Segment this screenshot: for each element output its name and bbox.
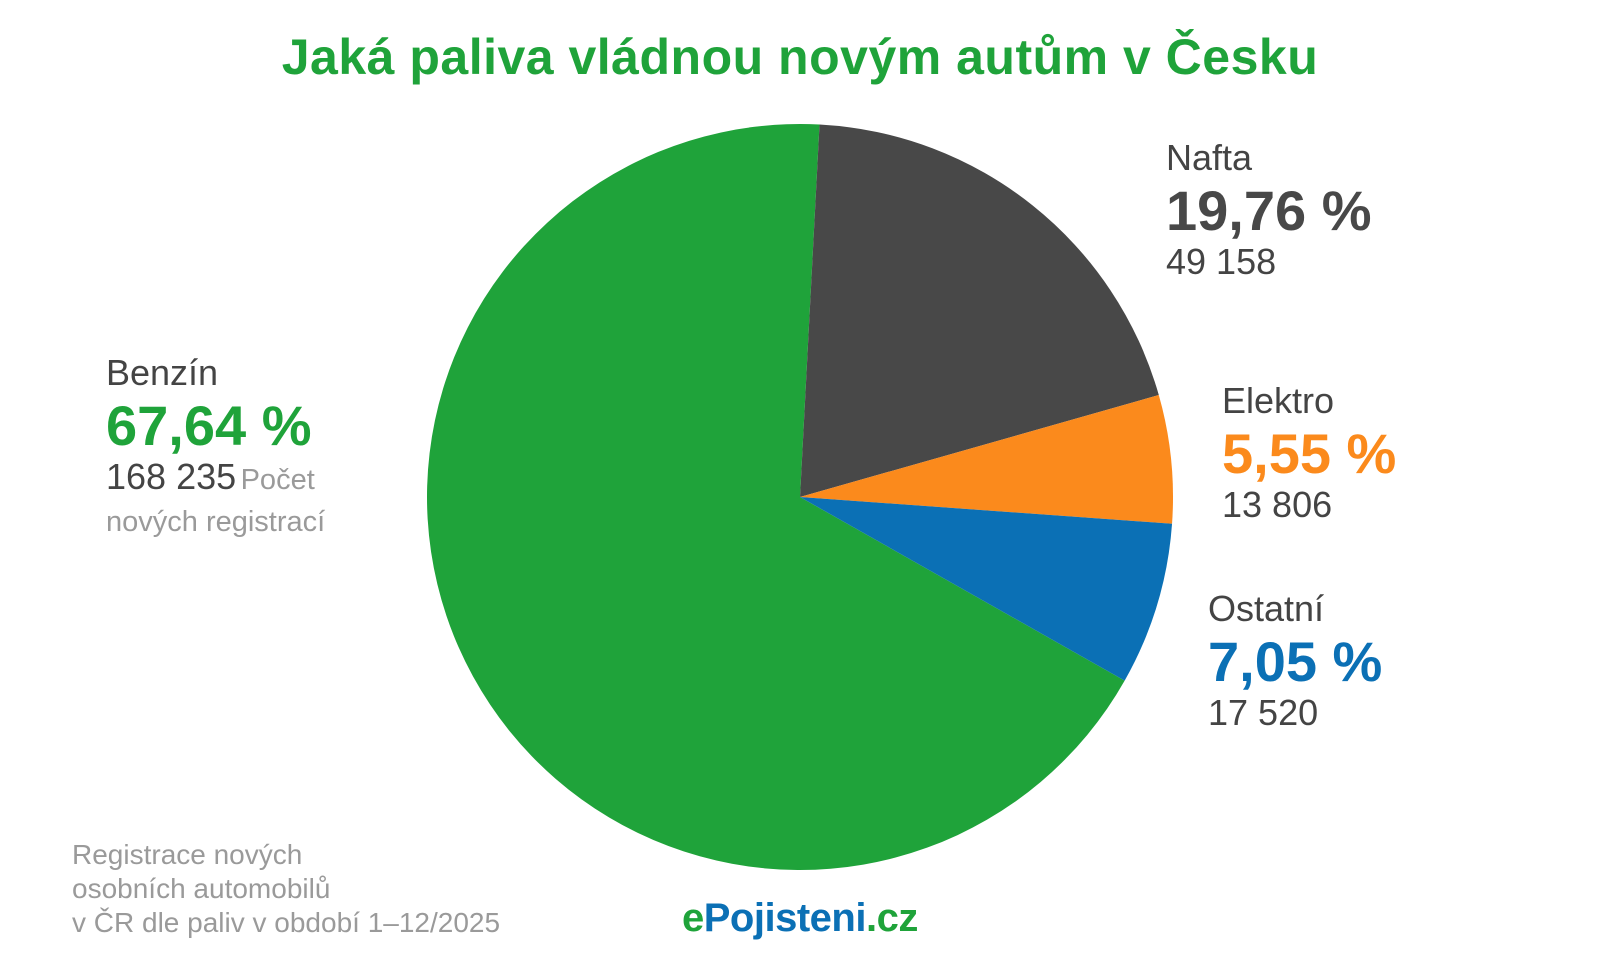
slice-percent-nafta: 19,76 % xyxy=(1166,179,1372,242)
label-elektro: Elektro 5,55 % 13 806 xyxy=(1222,379,1396,525)
count-note-line1: Počet xyxy=(240,464,315,496)
label-ostatni: Ostatní 7,05 % 17 520 xyxy=(1208,587,1382,733)
footnote-line2: osobních automobilů xyxy=(72,873,331,904)
slice-name-nafta: Nafta xyxy=(1166,137,1253,178)
footnote: Registrace nových osobních automobilů v … xyxy=(72,838,500,940)
slice-name-elektro: Elektro xyxy=(1222,380,1335,421)
brand-part-tld: .cz xyxy=(865,896,918,940)
brand-part-name: Pojisteni xyxy=(703,896,867,940)
slice-count-elektro: 13 806 xyxy=(1222,484,1333,525)
slice-percent-ostatni: 7,05 % xyxy=(1208,630,1383,693)
slice-percent-elektro: 5,55 % xyxy=(1222,422,1397,485)
slice-name-benzin: Benzín xyxy=(106,352,219,393)
footnote-line3: v ČR dle paliv v období 1–12/2025 xyxy=(72,907,501,938)
slice-nafta xyxy=(800,124,1159,497)
slice-percent-benzin: 67,64 % xyxy=(106,394,312,457)
slice-count-benzin: 168 235 xyxy=(106,456,237,497)
count-note-line2: nových registrací xyxy=(106,506,326,538)
label-nafta: Nafta 19,76 % 49 158 xyxy=(1166,136,1372,282)
chart-title: Jaká paliva vládnou novým autům v Česku xyxy=(281,29,1319,85)
footnote-line1: Registrace nových xyxy=(72,839,303,870)
slice-benzin xyxy=(427,123,1125,870)
brand-part-e: e xyxy=(682,896,704,940)
benzin-count-row: 168 235 Počet xyxy=(106,457,325,505)
brand-logo: ePojisteni.cz xyxy=(682,896,918,941)
slice-count-nafta: 49 158 xyxy=(1166,241,1277,282)
slice-ostatni xyxy=(800,497,1173,681)
label-benzin: Benzín 67,64 % 168 235 Počet nových regi… xyxy=(106,351,325,539)
slice-elektro xyxy=(800,395,1174,524)
slice-name-ostatni: Ostatní xyxy=(1208,588,1325,629)
slice-count-ostatni: 17 520 xyxy=(1208,692,1319,733)
